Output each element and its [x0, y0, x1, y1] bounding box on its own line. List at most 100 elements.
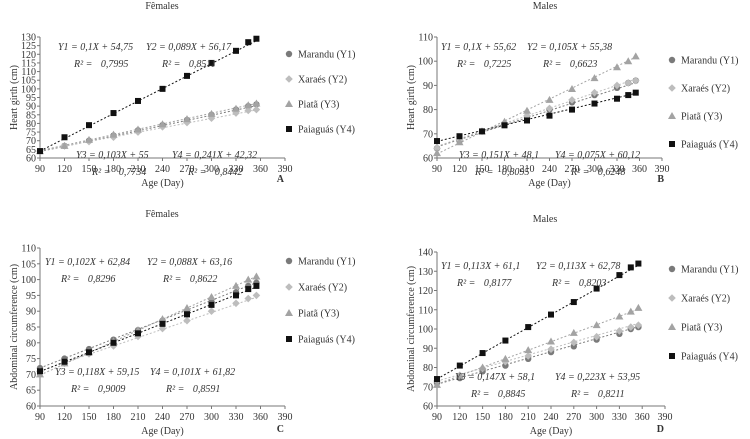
equation-label: Y1 = 0,1X + 55,62	[441, 42, 516, 53]
data-point	[245, 39, 252, 46]
data-point	[632, 89, 639, 96]
x-tick-label: 390	[658, 412, 673, 423]
y-tick-label: 60	[423, 154, 433, 165]
data-point	[86, 122, 92, 129]
x-tick-label: 360	[253, 164, 268, 175]
legend-label: Xaraés (Y2)	[681, 84, 730, 95]
chart-panel-c: Fêmales 90 120 150 180 210 240 270 300 330 360 390 6…	[9, 209, 355, 437]
panel-letter: B	[657, 174, 664, 185]
x-tick-label: 330	[229, 412, 244, 423]
y-tick-label: 70	[26, 370, 36, 381]
x-tick-label: 150	[475, 164, 490, 175]
legend-label: Marandu (Y1)	[681, 56, 738, 67]
data-point	[244, 106, 253, 115]
equation-label: Y2 = 0,089X + 56,17	[146, 42, 232, 53]
x-tick-label: 120	[57, 412, 72, 423]
data-point	[184, 311, 190, 318]
series-marandu	[36, 101, 260, 155]
r2-label: R² = 0,8845	[470, 389, 525, 400]
data-point	[590, 74, 599, 82]
data-point	[135, 330, 141, 337]
legend-marker	[285, 75, 293, 83]
chart-title: Fêmales	[145, 1, 178, 12]
chart-title: Males	[533, 1, 558, 12]
x-tick-label: 240	[155, 412, 170, 423]
data-point	[109, 130, 118, 138]
data-point	[252, 272, 261, 280]
data-point	[244, 275, 253, 283]
data-point	[634, 303, 643, 311]
data-point	[569, 328, 578, 336]
y-tick-label: 100	[418, 57, 433, 68]
panel-letter: C	[277, 424, 284, 435]
y-tick-label: 90	[26, 307, 36, 318]
y-tick-label: 65	[26, 145, 36, 156]
x-axis-label: Age (Day)	[141, 178, 183, 189]
data-point	[37, 148, 43, 155]
y-tick-label: 60	[26, 154, 36, 165]
legend-marker	[668, 56, 676, 64]
x-tick-label: 300	[204, 412, 219, 423]
x-tick-label: 180	[106, 412, 121, 423]
trendline	[436, 82, 636, 148]
y-tick-label: 90	[26, 102, 36, 113]
y-tick-label: 115	[21, 58, 36, 69]
trendline	[436, 92, 636, 142]
data-point	[253, 35, 260, 42]
legend-label: Marandu (Y1)	[298, 257, 355, 268]
y-tick-label: 130	[21, 33, 36, 44]
y-tick-label: 110	[21, 67, 36, 78]
x-tick-label: 300	[589, 412, 604, 423]
y-tick-label: 90	[423, 81, 433, 92]
legend-label: Xaraés (Y2)	[298, 75, 347, 86]
data-point	[635, 260, 642, 267]
data-point	[614, 95, 620, 102]
data-point	[593, 285, 600, 292]
legend-label: Piatã (Y3)	[298, 100, 339, 111]
chart-title: Males	[533, 214, 558, 225]
legend-label: Paiaguás (Y4)	[681, 352, 738, 363]
data-point	[253, 282, 260, 289]
data-point	[207, 292, 216, 300]
x-tick-label: 360	[253, 412, 268, 423]
data-point	[625, 92, 632, 99]
legend-marker	[669, 141, 675, 147]
y-tick-label: 70	[26, 136, 36, 147]
data-point	[183, 115, 191, 123]
x-tick-label: 270	[180, 164, 195, 175]
data-point	[37, 368, 43, 375]
y-tick-label: 105	[21, 259, 36, 270]
equation-label: Y3 = 0,147X + 58,1	[455, 372, 535, 383]
chart-panel-d: Males 90 120 150 180 210 240 270 300 330 360 390 60 7…	[406, 214, 738, 437]
legend-label: Marandu (Y1)	[298, 50, 355, 61]
legend-marker	[285, 50, 293, 58]
y-tick-label: 100	[418, 325, 433, 336]
data-point	[455, 138, 464, 146]
data-point	[244, 101, 253, 109]
data-point	[545, 95, 554, 103]
data-point	[252, 291, 261, 300]
series-paiaguas	[434, 260, 642, 383]
data-point	[183, 316, 191, 325]
x-tick-label: 240	[542, 164, 557, 175]
x-tick-label: 360	[632, 164, 647, 175]
y-axis-label: Heart girth (cm)	[9, 65, 20, 130]
x-tick-label: 90	[35, 164, 45, 175]
y-tick-label: 105	[21, 76, 36, 87]
equation-label: Y3 = 0,118X + 59,15	[55, 367, 139, 378]
data-point	[61, 358, 68, 365]
equation-label: Y1 = 0,1X + 54,75	[58, 42, 133, 53]
r2-label: R² = 0,8203	[551, 278, 606, 289]
equation-label: Y4 = 0,223X + 53,95	[555, 372, 640, 383]
x-tick-label: 180	[106, 164, 121, 175]
series-paiaguas	[37, 35, 260, 155]
data-point	[456, 362, 463, 369]
y-tick-label: 100	[21, 84, 36, 95]
trendline	[39, 109, 257, 152]
r2-label: R² = 0,7734	[91, 167, 146, 178]
y-tick-label: 70	[423, 129, 433, 140]
data-point	[547, 345, 555, 354]
data-point	[134, 332, 142, 341]
legend-label: Paiaguás (Y4)	[298, 125, 355, 136]
